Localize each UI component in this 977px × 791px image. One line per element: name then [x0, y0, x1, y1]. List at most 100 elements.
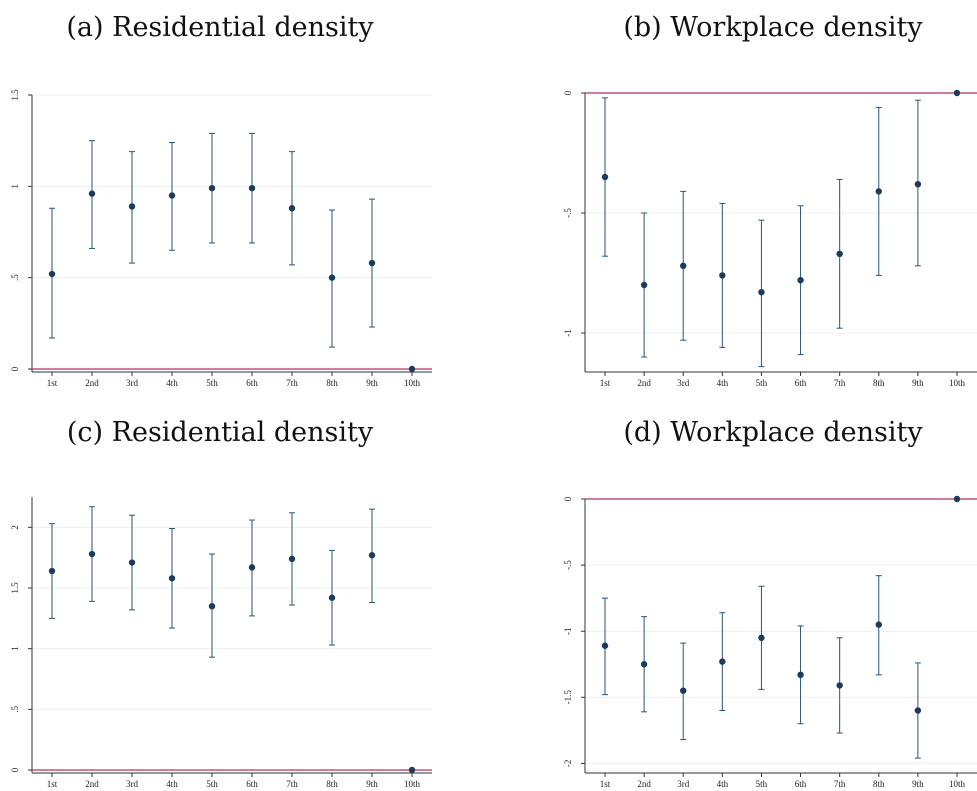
data-point: [719, 658, 726, 665]
data-point: [368, 552, 376, 559]
y-tick-label: 2: [10, 525, 20, 530]
data-point: [88, 550, 96, 558]
chart-d: 0 -.5 -1 -1.5 -2 1st 2nd 3rd 4th 5th 6th 7th 8th 9th 1…: [563, 495, 977, 789]
x-tick-label: 2nd: [85, 378, 99, 388]
data-point: [797, 277, 804, 284]
x-tick-label: 9th: [912, 378, 924, 388]
x-tick-label: 5th: [756, 378, 768, 388]
panel-d: (d) Workplace density 0 -.5 -1 -1.5 -2 1st 2nd…: [553, 405, 977, 790]
y-tick-label: 0: [10, 767, 20, 772]
y-tick-label: .5: [10, 705, 20, 712]
x-tick-label: 9th: [366, 779, 378, 789]
data-point: [914, 181, 922, 188]
chart-title-c: (c) Residential density: [66, 417, 374, 448]
y-tick-label: -1: [563, 329, 573, 337]
x-tick-label: 4th: [166, 378, 178, 388]
chart-b: 0 -.5 -1 1st 2nd 3rd 4th 5th 6th 7th 8th 9th 10th: [563, 89, 977, 388]
x-tick-label: 1st: [600, 779, 611, 789]
x-tick-label: 7th: [834, 378, 846, 388]
x-tick-label: 1st: [47, 779, 58, 789]
x-tick-label: 3rd: [126, 378, 138, 388]
x-tick-label: 6th: [795, 378, 807, 388]
data-point: [128, 203, 136, 210]
chart-c: 0 .5 1 1.5 2 1st 2nd 3rd 4th 5th 6th 7th 8th 9th 10th: [10, 497, 432, 789]
data-point: [48, 270, 56, 278]
data-point: [128, 559, 136, 566]
x-tick-label: 2nd: [637, 779, 651, 789]
chart-title-b: (b) Workplace density: [623, 12, 923, 43]
panel-c: (c) Residential density 0 .5 1 1.5 2 1st 2nd 3r…: [0, 405, 440, 790]
panel-b: (b) Workplace density 0 -.5 -1 1st 2nd 3rd 4th…: [553, 0, 977, 388]
x-tick-label: 4th: [717, 779, 729, 789]
data-point: [168, 192, 176, 199]
chart-title-a: (a) Residential density: [66, 12, 374, 43]
x-tick-label: 9th: [366, 378, 378, 388]
y-tick-label: 0: [10, 366, 20, 371]
data-point: [248, 564, 256, 571]
data-point: [328, 274, 336, 281]
x-tick-label: 8th: [873, 378, 885, 388]
y-tick-label: .5: [10, 274, 20, 281]
x-tick-label: 7th: [286, 378, 298, 388]
data-point: [168, 575, 176, 582]
x-tick-label: 8th: [873, 779, 885, 789]
x-tick-label: 3rd: [677, 378, 689, 388]
x-tick-label: 4th: [717, 378, 729, 388]
data-point: [875, 621, 882, 628]
x-tick-label: 3rd: [126, 779, 138, 789]
x-tick-label: 6th: [795, 779, 807, 789]
data-point: [758, 634, 765, 642]
data-point: [288, 205, 296, 212]
data-point: [248, 184, 256, 192]
x-tick-label: 1st: [47, 378, 58, 388]
data-point: [758, 289, 765, 296]
data-point: [680, 262, 687, 269]
data-point: [208, 184, 216, 192]
x-tick-label: 2nd: [637, 378, 651, 388]
chart-title-d: (d) Workplace density: [623, 417, 923, 448]
y-tick-label: 1.5: [10, 582, 20, 594]
x-tick-label: 8th: [326, 779, 338, 789]
y-tick-label: 1.5: [10, 89, 20, 101]
y-tick-label: -1: [563, 627, 573, 635]
data-point: [836, 682, 843, 689]
x-tick-label: 7th: [834, 779, 846, 789]
x-tick-label: 4th: [166, 779, 178, 789]
x-tick-label: 8th: [326, 378, 338, 388]
x-tick-label: 10th: [949, 378, 966, 388]
data-point: [48, 567, 56, 575]
x-tick-label: 5th: [206, 378, 218, 388]
data-point: [288, 555, 296, 563]
data-point: [640, 281, 648, 289]
x-tick-label: 7th: [286, 779, 298, 789]
y-tick-label: -.5: [563, 208, 573, 218]
x-tick-label: 6th: [246, 378, 258, 388]
data-point: [797, 671, 804, 679]
x-tick-label: 6th: [246, 779, 258, 789]
x-tick-label: 5th: [206, 779, 218, 789]
x-tick-label: 2nd: [85, 779, 99, 789]
y-tick-label: 0: [563, 496, 573, 501]
data-point: [836, 250, 843, 257]
y-tick-label: 1: [10, 184, 20, 189]
x-tick-label: 5th: [756, 779, 768, 789]
x-tick-label: 1st: [600, 378, 611, 388]
data-point: [328, 594, 336, 601]
y-tick-label: -1.5: [563, 690, 573, 705]
y-tick-label: -2: [563, 760, 573, 768]
x-tick-label: 10th: [404, 779, 421, 789]
x-tick-label: 10th: [404, 378, 421, 388]
data-point: [640, 661, 648, 668]
x-tick-label: 9th: [912, 779, 924, 789]
data-point: [368, 259, 376, 267]
data-point: [953, 89, 961, 97]
panel-a: (a) Residential density 0 .5 1 1.5 1st 2nd 3rd…: [0, 0, 440, 388]
data-point: [408, 766, 416, 774]
data-point: [719, 272, 726, 279]
y-tick-label: 0: [563, 90, 573, 95]
data-point: [875, 188, 882, 195]
chart-a: 0 .5 1 1.5 1st 2nd 3rd 4th 5th 6th 7th 8th 9th 10th: [10, 89, 432, 388]
data-point: [914, 707, 922, 714]
data-point: [208, 603, 216, 610]
x-tick-label: 3rd: [677, 779, 689, 789]
